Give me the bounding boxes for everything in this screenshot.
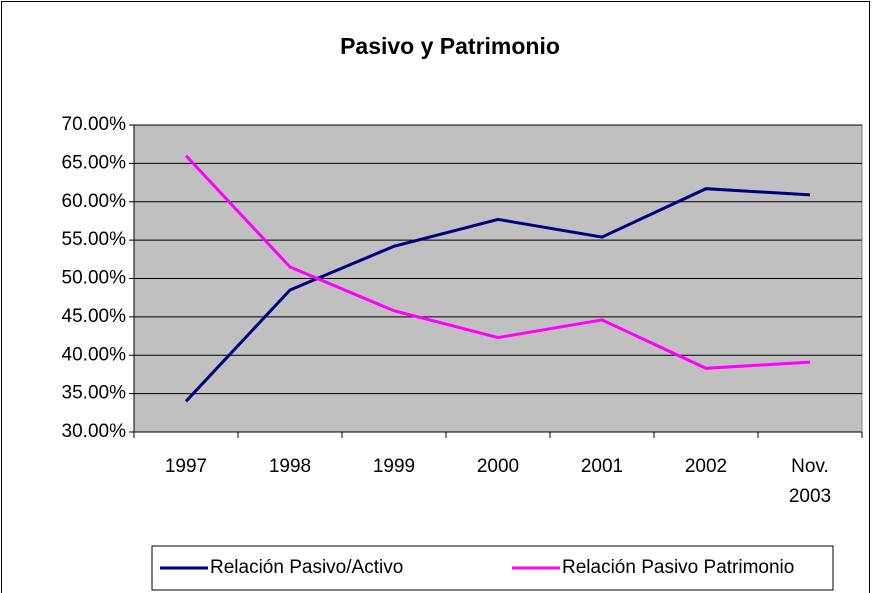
- y-tick-label: 30.00%: [62, 421, 127, 442]
- x-tick-label: 2002: [684, 456, 728, 477]
- x-tick-label: Nov. 2003: [788, 456, 832, 507]
- legend-label: Relación Pasivo Patrimonio: [562, 557, 794, 578]
- legend-box: [151, 545, 834, 591]
- y-tick-label: 60.00%: [62, 191, 127, 212]
- x-tick-label: 1999: [372, 456, 416, 477]
- x-tick-label: 1997: [164, 456, 208, 477]
- chart-title: Pasivo y Patrimonio: [340, 33, 560, 59]
- y-tick-label: 40.00%: [62, 344, 127, 365]
- y-tick-label: 50.00%: [62, 268, 127, 289]
- legend-label: Relación Pasivo/Activo: [210, 557, 403, 578]
- x-tick-label: 1998: [268, 456, 312, 477]
- y-tick-label: 70.00%: [62, 114, 127, 135]
- y-tick-label: 55.00%: [62, 229, 127, 250]
- line-series: [184, 187, 811, 403]
- line-series: [184, 154, 811, 370]
- x-tick-label: 2000: [476, 456, 520, 477]
- x-tick-label: 2001: [580, 456, 624, 477]
- y-tick-label: 45.00%: [62, 306, 127, 327]
- y-tick-label: 65.00%: [62, 152, 127, 173]
- y-tick-label: 35.00%: [62, 383, 127, 404]
